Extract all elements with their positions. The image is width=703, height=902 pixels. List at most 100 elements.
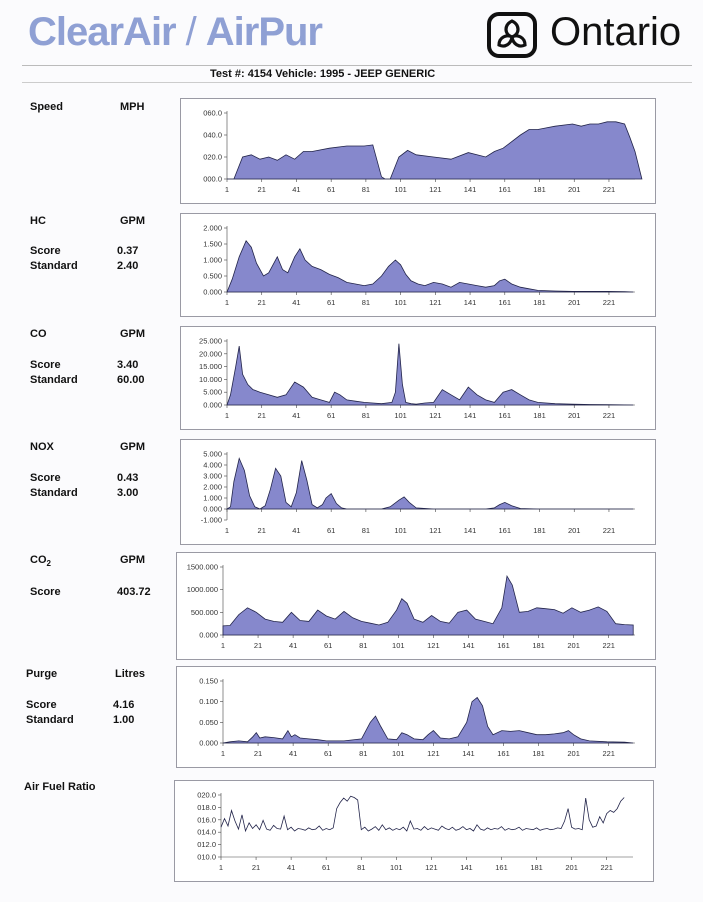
x-tick-label: 101: [394, 411, 407, 420]
x-tick-label: 101: [390, 863, 403, 872]
x-tick-label: 121: [427, 641, 440, 650]
x-tick-label: 201: [568, 411, 581, 420]
nox-score-value: 0.43: [117, 472, 139, 484]
purge-score-value: 4.16: [113, 699, 135, 711]
y-tick-label: -1.000: [201, 516, 222, 525]
co-standard-value: 60.00: [117, 374, 145, 386]
co-standard-label: Standard: [30, 374, 78, 386]
x-tick-label: 21: [254, 641, 262, 650]
x-tick-label: 81: [359, 641, 367, 650]
purge-score-label: Score: [26, 699, 57, 711]
x-tick-label: 221: [603, 185, 616, 194]
ontario-trillium-icon: [487, 12, 537, 58]
y-tick-label: 15.000: [199, 362, 222, 371]
y-tick-label: 1.000: [203, 256, 222, 265]
hc-standard-label: Standard: [30, 260, 78, 272]
x-tick-label: 81: [362, 411, 370, 420]
air-fuel-ratio-label: Air Fuel Ratio: [24, 781, 96, 793]
y-tick-label: 0.100: [199, 697, 218, 706]
x-tick-label: 141: [462, 641, 475, 650]
series-area: [225, 457, 634, 510]
x-tick-label: 41: [287, 863, 295, 872]
hc-label: HC: [30, 215, 46, 227]
y-tick-label: 0.000: [199, 739, 218, 748]
ontario-wordmark: Ontario: [550, 10, 682, 54]
co-label: CO: [30, 328, 47, 340]
y-tick-label: 0.000: [203, 505, 222, 514]
y-tick-label: 060.0: [203, 109, 222, 118]
y-tick-label: 1000.000: [187, 585, 218, 594]
chart-panel-speed: 060.0 040.0 020.0 000.0 1 21 41 61 81 101 121 141 16…: [180, 98, 656, 204]
x-tick-label: 21: [258, 185, 266, 194]
x-tick-label: 41: [292, 298, 300, 307]
series-area: [222, 696, 634, 744]
x-tick-label: 181: [533, 411, 546, 420]
x-tick-label: 101: [394, 185, 407, 194]
nox-standard-label: Standard: [30, 487, 78, 499]
chart-panel-hc: 2.000 1.500 1.000 0.500 0.000 1 21 41 61 81 101 121…: [180, 213, 656, 317]
co2-score-value: 403.72: [117, 586, 151, 598]
x-tick-label: 81: [359, 749, 367, 758]
x-tick-label: 201: [568, 298, 581, 307]
y-tick-label: 25.000: [199, 337, 222, 346]
hc-unit: GPM: [120, 215, 146, 227]
x-tick-label: 181: [532, 749, 545, 758]
x-tick-label: 141: [464, 185, 477, 194]
chart-panel-air-fuel-ratio: 020.0 018.0 016.0 014.0 012.0 010.0 1 21 41 61 81 1…: [174, 780, 654, 882]
co2-label: CO2: [30, 554, 51, 569]
x-tick-label: 121: [429, 411, 442, 420]
series-area: [226, 343, 634, 406]
x-tick-label: 221: [603, 526, 616, 535]
x-tick-label: 221: [603, 298, 616, 307]
x-tick-label: 121: [429, 185, 442, 194]
y-tick-label: 4.000: [203, 461, 222, 470]
x-tick-label: 161: [497, 749, 510, 758]
x-tick-label: 41: [289, 749, 297, 758]
y-tick-label: 020.0: [197, 791, 216, 800]
x-tick-label: 221: [600, 863, 613, 872]
y-tick-label: 000.0: [203, 175, 222, 184]
x-tick-label: 161: [497, 641, 510, 650]
chart-panel-co2: 1500.000 1000.000 500.000 0.000 1 21 41 61 81 101…: [176, 552, 656, 660]
y-tick-label: 1.500: [203, 240, 222, 249]
purge-unit: Litres: [115, 668, 145, 680]
y-tick-label: 0.500: [203, 272, 222, 281]
chart-panel-co: 25.000 20.000 15.000 10.000 5.000 0.000 1 21 41 6…: [180, 326, 656, 430]
test-info: Test #: 4154 Vehicle: 1995 - JEEP GENERI…: [210, 68, 436, 80]
x-tick-label: 161: [495, 863, 508, 872]
x-tick-label: 21: [254, 749, 262, 758]
y-tick-label: 012.0: [197, 840, 216, 849]
x-tick-label: 61: [327, 185, 335, 194]
y-tick-label: 010.0: [197, 853, 216, 862]
hc-score-value: 0.37: [117, 245, 139, 257]
x-tick-label: 101: [392, 749, 405, 758]
y-tick-label: 014.0: [197, 828, 216, 837]
x-tick-label: 141: [462, 749, 475, 758]
x-tick-label: 141: [464, 526, 477, 535]
y-tick-label: 0.000: [199, 631, 218, 640]
y-tick-label: 500.000: [191, 608, 218, 617]
clearair-logo: ClearAir / AirPur: [28, 10, 323, 55]
speed-unit: MPH: [120, 101, 145, 113]
x-tick-label: 1: [225, 298, 229, 307]
co2-score-label: Score: [30, 586, 61, 598]
logo-divider: /: [185, 10, 197, 54]
y-tick-label: 20.000: [199, 349, 222, 358]
header-divider-lower: [22, 82, 692, 83]
x-tick-label: 21: [258, 526, 266, 535]
y-tick-label: 5.000: [203, 388, 222, 397]
x-tick-label: 141: [464, 411, 477, 420]
nox-score-label: Score: [30, 472, 61, 484]
x-tick-label: 41: [292, 411, 300, 420]
x-tick-label: 1: [225, 526, 229, 535]
nox-label: NOX: [30, 441, 54, 453]
header-divider: [22, 65, 692, 66]
x-tick-label: 181: [533, 526, 546, 535]
x-tick-label: 1: [221, 749, 225, 758]
x-tick-label: 1: [221, 641, 225, 650]
